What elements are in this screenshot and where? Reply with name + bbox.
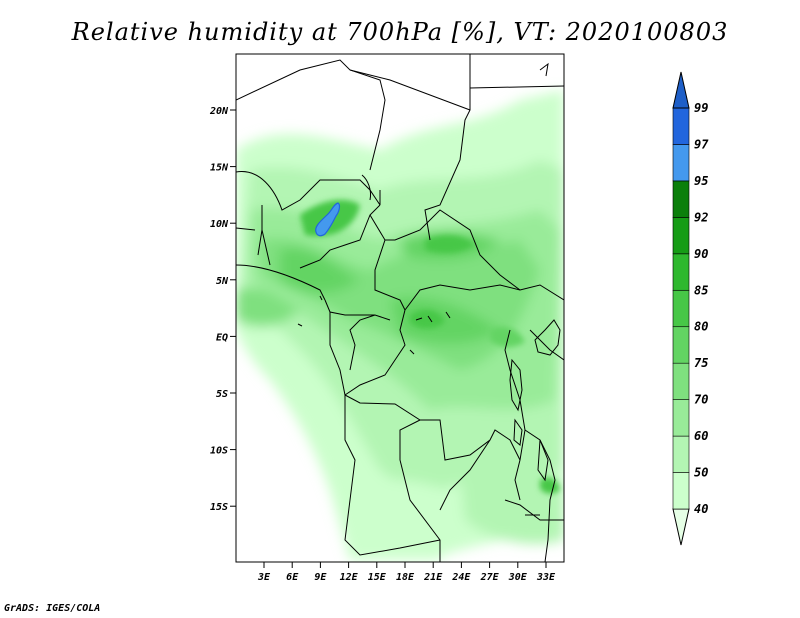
colorbar-label: 85 [694,283,708,297]
colorbar-label: 80 [694,320,708,334]
colorbar-segment [672,472,690,510]
colorbar-label: 40 [694,502,708,516]
colorbar-segment [672,289,690,328]
lat-tick-label: 15N [210,163,229,174]
colorbar-label: 50 [694,466,708,480]
colorbar-segment [672,107,690,145]
colorbar-segment [672,217,690,255]
lon-tick-label: 15E [368,572,387,583]
country-borders [236,54,564,562]
colorbar-segment [672,326,690,364]
colorbar-segment [672,399,690,437]
humidity-maximum-contour [315,202,341,237]
lon-tick-label: 27E [480,572,500,583]
lat-tick-label: 15S [210,502,228,513]
colorbar-label: 97 [694,137,709,151]
lon-tick-label: 24E [451,572,471,583]
colorbar: 40 50 60 70 75 80 85 90 92 95 97 99 [672,71,709,546]
lon-tick-label: 21E [423,572,443,583]
colorbar-label: 75 [694,356,708,370]
latitude-axis: 20N 15N 10N 5N EQ 5S 10S 15S [209,106,236,513]
lat-tick-label: 10N [210,219,229,230]
colorbar-label: 92 [694,210,708,224]
longitude-axis: 3E 6E 9E 12E 15E 18E 21E 24E 27E 30E 33E [257,562,556,583]
colorbar-segment [672,362,690,400]
colorbar-label: 70 [694,393,708,407]
colorbar-segment [672,144,690,182]
chart-title: Relative humidity at 700hPa [%], VT: 202… [71,18,729,46]
colorbar-label: 99 [694,101,708,115]
lon-tick-label: 33E [536,572,556,583]
lat-tick-label: EQ [216,332,228,343]
colorbar-label: 60 [694,429,708,443]
lat-tick-label: 5N [216,276,229,287]
lon-tick-label: 3E [257,572,271,583]
lon-tick-label: 18E [396,572,415,583]
map-frame [235,53,565,563]
lat-tick-label: 10S [210,446,228,457]
colorbar-segment [672,435,690,473]
colorbar-segment [672,253,690,291]
colorbar-label: 90 [694,247,708,261]
colorbar-segment [672,508,690,546]
lat-tick-label: 5S [216,389,228,400]
lon-tick-label: 30E [508,572,528,583]
humidity-field [236,54,564,562]
colorbar-label: 95 [694,174,708,188]
lon-tick-label: 9E [314,572,327,583]
colorbar-segment [672,71,690,109]
lat-tick-label: 20N [209,106,229,117]
colorbar-segment [672,180,690,218]
lon-tick-label: 6E [286,572,299,583]
grads-credit: GrADS: IGES/COLA [4,603,101,614]
lon-tick-label: 12E [340,572,359,583]
